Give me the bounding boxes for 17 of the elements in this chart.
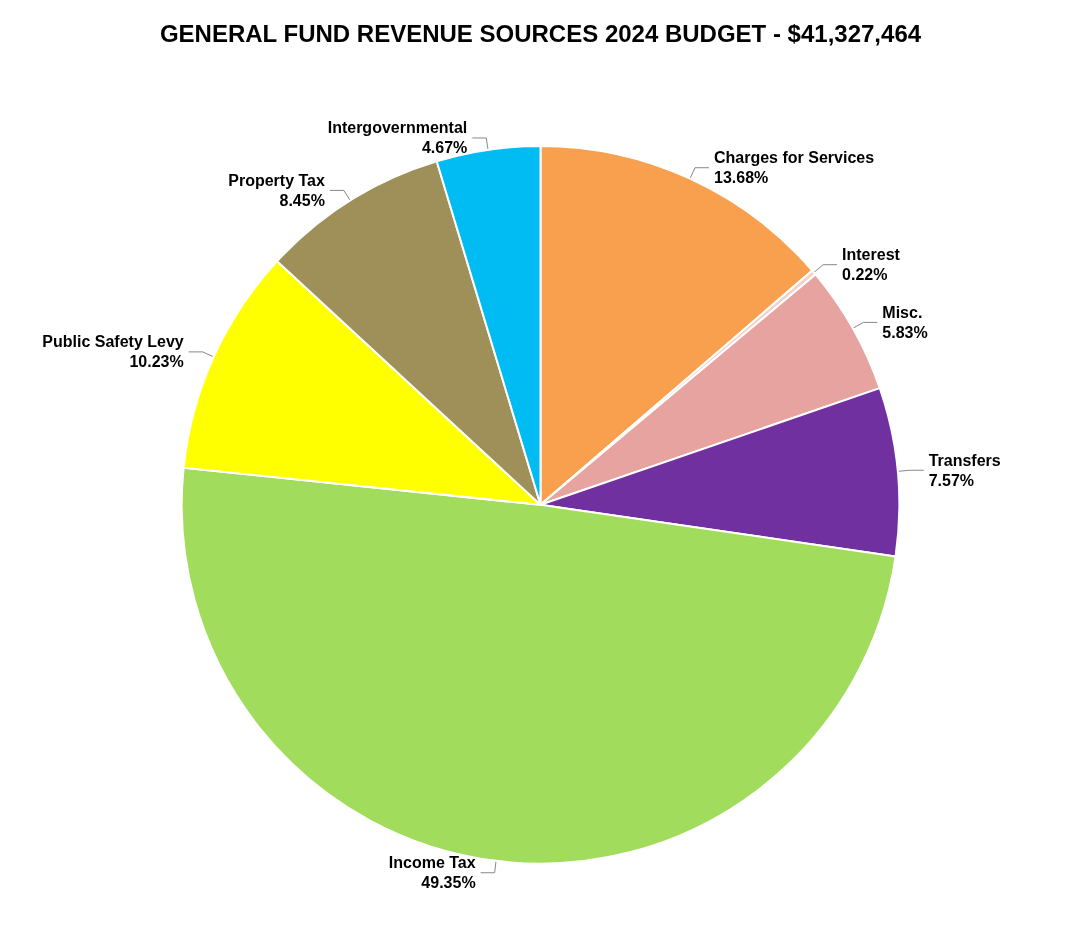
- data-label: 4.67%: [421, 139, 468, 157]
- data-label: 0.22%: [842, 266, 888, 284]
- slice-label: Intergovernmental: [327, 119, 468, 137]
- slice-label: Charges for Services: [714, 149, 875, 167]
- data-label: 10.23%: [129, 353, 184, 371]
- slice-label: Misc.: [882, 303, 923, 321]
- data-label: 49.35%: [421, 874, 476, 892]
- slice-label: Property Tax: [228, 171, 325, 189]
- data-label: 7.57%: [928, 471, 975, 489]
- data-label: 8.45%: [279, 191, 325, 209]
- chart-title: GENERAL FUND REVENUE SOURCES 2024 BUDGET - $41,327,464: [159, 19, 922, 47]
- slice-label: Income Tax: [388, 854, 476, 872]
- slice-label: Transfers: [928, 451, 1001, 469]
- slice-label: Interest: [842, 246, 901, 264]
- slice-label: Public Safety Levy: [42, 333, 184, 351]
- data-label: 13.68%: [714, 169, 769, 187]
- data-label: 5.83%: [882, 323, 928, 341]
